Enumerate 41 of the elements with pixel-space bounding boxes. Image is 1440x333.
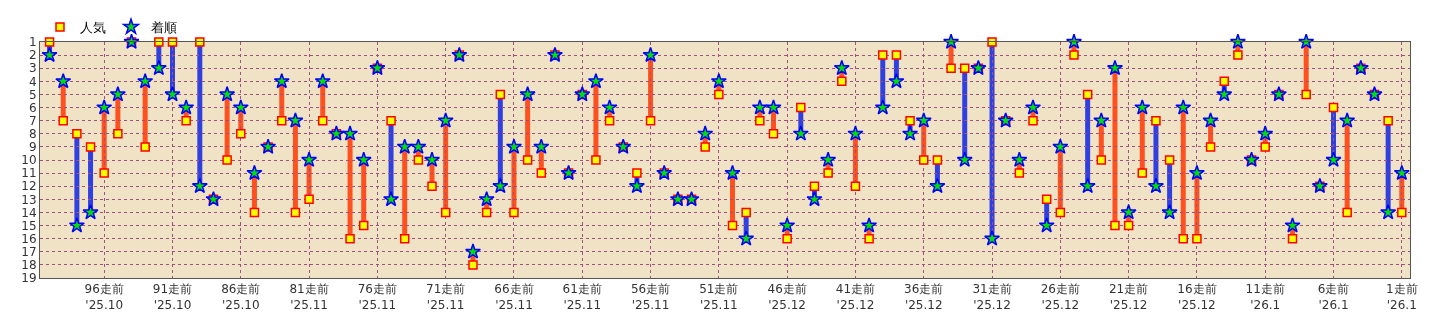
x-tick-label: 81走前 '25.11 (289, 282, 329, 312)
x-tick-label: 46走前 '25.12 (767, 282, 807, 312)
x-tick-label: 66走前 '25.11 (494, 282, 534, 312)
y-tick-label: 3 (28, 61, 37, 76)
x-tick-label: 86走前 '25.10 (221, 282, 261, 312)
y-tick-label: 18 (21, 258, 37, 273)
y-tick-label: 12 (21, 179, 37, 194)
y-tick-label: 2 (28, 48, 37, 63)
x-tick-label: 71走前 '25.11 (426, 282, 466, 312)
y-tick-label: 4 (28, 74, 37, 89)
y-tick-label: 10 (21, 153, 37, 168)
y-tick-label: 16 (21, 231, 37, 246)
x-tick-label: 31走前 '25.12 (972, 282, 1012, 312)
y-tick-label: 19 (21, 271, 37, 286)
legend-label: 着順 (151, 20, 177, 36)
x-tick-label: 36走前 '25.12 (904, 282, 944, 312)
x-tick-label: 16走前 '25.12 (1177, 282, 1217, 312)
y-tick-label: 8 (28, 126, 37, 141)
x-tick-label: 56走前 '25.11 (630, 282, 671, 312)
y-tick-label: 7 (28, 113, 37, 128)
x-tick-label: 76走前 '25.11 (357, 282, 398, 312)
y-tick-label: 6 (28, 100, 37, 115)
y-tick-label: 5 (28, 87, 37, 102)
y-tick-label: 13 (21, 192, 37, 207)
y-tick-label: 1 (28, 35, 37, 50)
y-tick-label: 15 (21, 218, 37, 233)
x-tick-label: 41走前 '25.12 (835, 282, 876, 312)
x-tick-label: 6走前 '26.1 (1317, 282, 1350, 312)
y-tick-label: 17 (21, 244, 37, 259)
legend-label: 人気 (80, 20, 106, 36)
y-tick-label: 14 (21, 205, 37, 220)
x-tick-label: 51走前 '25.11 (699, 282, 739, 312)
y-tick-label: 9 (28, 140, 37, 155)
x-tick-label: 26走前 '25.12 (1040, 282, 1080, 312)
x-tick-label: 1走前 '26.1 (1385, 282, 1418, 312)
x-tick-label: 96走前 '25.10 (84, 282, 124, 312)
y-tick-label: 11 (21, 166, 37, 181)
x-tick-label: 61走前 '25.11 (562, 282, 602, 312)
x-tick-label: 11走前 '26.1 (1245, 282, 1285, 312)
x-tick-label: 21走前 '25.12 (1108, 282, 1149, 312)
x-tick-label: 91走前 '25.10 (152, 282, 193, 312)
